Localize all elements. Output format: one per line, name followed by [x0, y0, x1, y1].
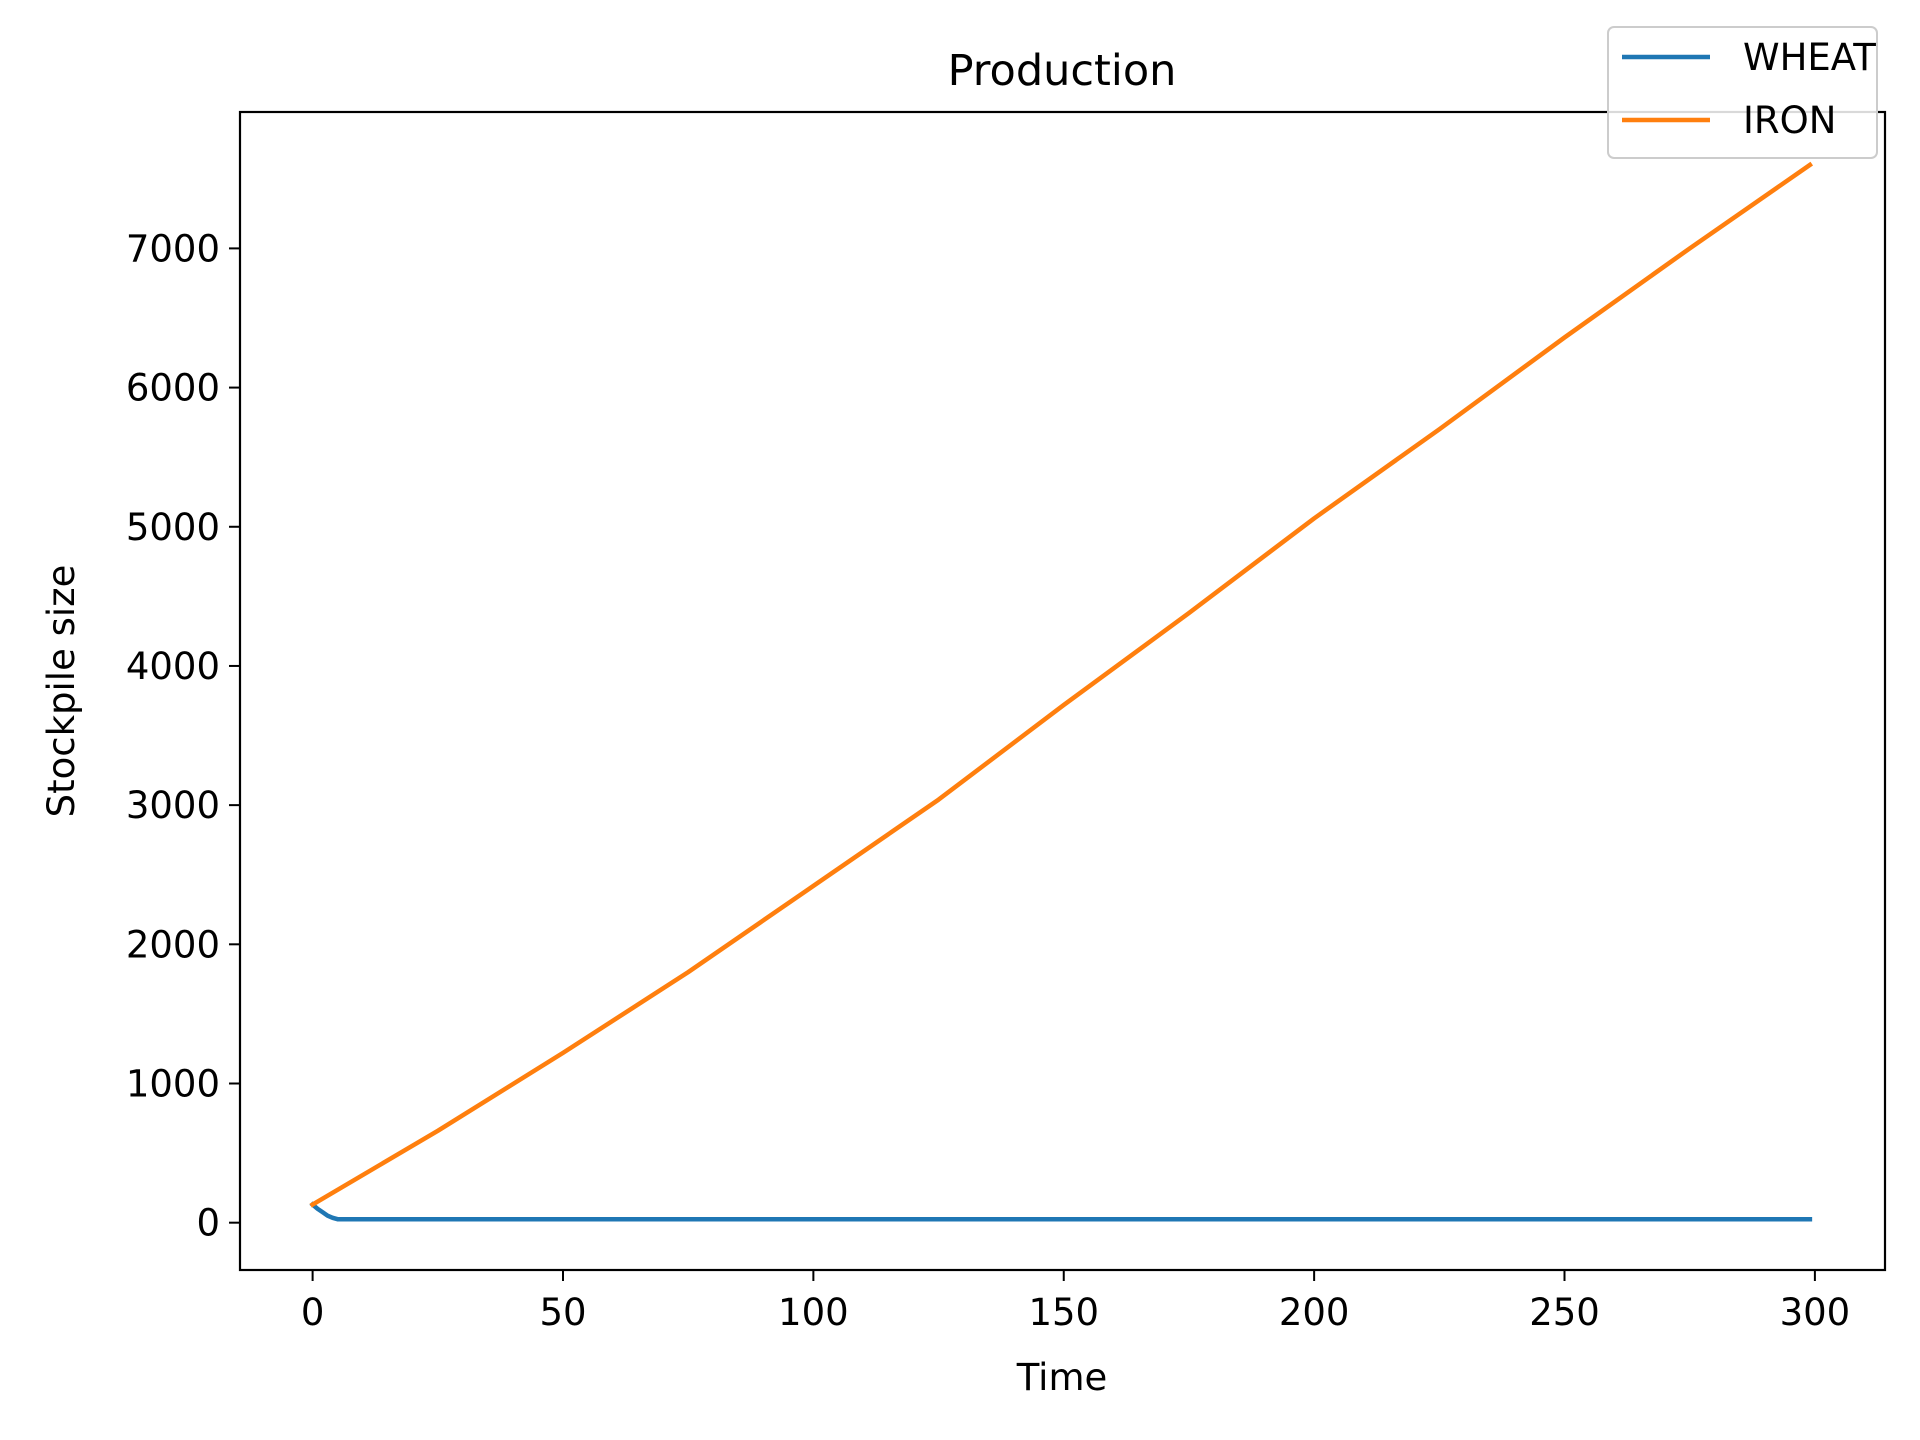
series-layer: [309, 161, 1814, 1222]
y-tick-label: 6000: [126, 367, 220, 410]
x-tick-label: 100: [778, 1291, 849, 1334]
chart-title: Production: [948, 46, 1177, 96]
y-tick-label: 0: [196, 1202, 220, 1245]
y-tick-label: 2000: [126, 923, 220, 966]
y-axis: 0 1000 2000 3000 4000 5000 6000 7000: [126, 227, 240, 1245]
y-tick-label: 7000: [126, 227, 220, 270]
x-tick-label: 200: [1279, 1291, 1350, 1334]
y-tick-label: 5000: [126, 506, 220, 549]
x-tick-label: 0: [301, 1291, 325, 1334]
y-tick-label: 3000: [126, 784, 220, 827]
x-tick-label: 300: [1780, 1291, 1851, 1334]
x-tick-label: 250: [1529, 1291, 1600, 1334]
x-tick-label: 50: [539, 1291, 586, 1334]
x-tick-label: 150: [1028, 1291, 1099, 1334]
series-line-iron: [309, 161, 1814, 1208]
legend-label-wheat: WHEAT: [1743, 36, 1876, 79]
x-axis: 0 50 100 150 200 250 300: [301, 1270, 1850, 1334]
plot-frame: [238, 110, 1887, 1272]
x-axis-label: Time: [1016, 1356, 1108, 1399]
y-axis-label: Stockpile size: [40, 565, 83, 818]
plot-area: [238, 110, 1887, 1272]
legend-frame: [1607, 26, 1878, 159]
y-tick-label: 1000: [126, 1062, 220, 1105]
y-tick-label: 4000: [126, 645, 220, 688]
legend-label-iron: IRON: [1743, 99, 1836, 142]
legend: WHEAT IRON: [1607, 26, 1878, 159]
series-line-wheat: [309, 1201, 1813, 1222]
